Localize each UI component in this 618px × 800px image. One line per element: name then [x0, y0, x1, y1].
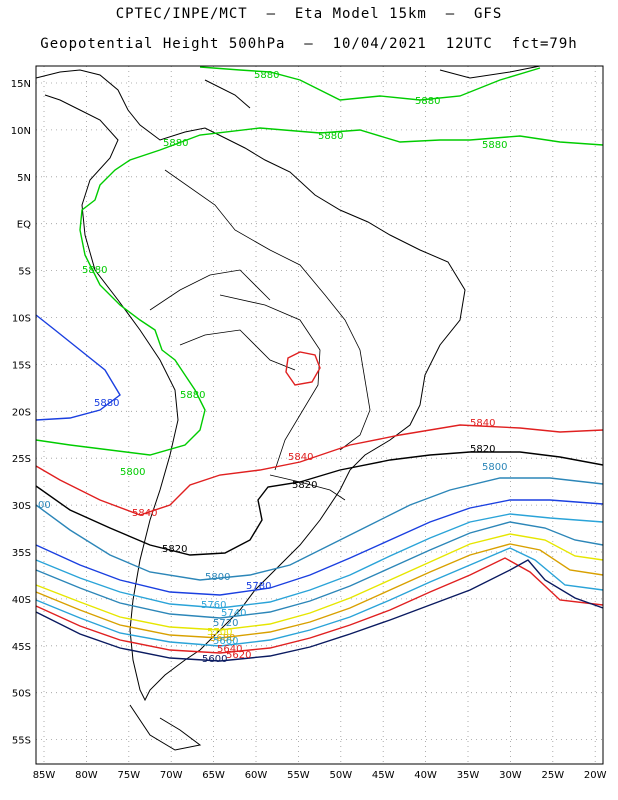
lat-tick-label: 55S	[12, 736, 31, 747]
label-stack-9: 5620	[226, 650, 251, 661]
label-stack-3: 5740	[221, 608, 246, 619]
lat-tick-label: 25S	[12, 454, 31, 465]
label-blue-west: 5880	[94, 398, 119, 409]
lon-tick-label: 65W	[202, 770, 225, 781]
contour-5700	[35, 543, 604, 639]
contour-5840-closed	[285, 351, 321, 386]
label-stack-6: 5680	[210, 633, 235, 644]
label-stack-5: 5700	[207, 627, 232, 638]
label-green-7: 5880	[180, 390, 205, 401]
lat-tick-label: 5N	[17, 173, 31, 184]
lat-tick-label: 15S	[12, 360, 31, 371]
lat-tick-label: 20S	[12, 407, 31, 418]
label-stack-10: 5600	[202, 654, 227, 665]
lon-tick-label: 35W	[457, 770, 480, 781]
map-title: CPTEC/INPE/MCT – Eta Model 15km – GFS	[115, 6, 503, 22]
label-green-2: 5880	[415, 96, 440, 107]
lat-tick-label: 50S	[12, 689, 31, 700]
lat-tick-label: 5S	[18, 267, 31, 278]
label-black-3: 5820	[162, 544, 187, 555]
label-stack-2: 5760	[201, 600, 226, 611]
latitude-labels: 15N 10N 5N EQ 5S 10S 15S 20S 25S 30S 35S 40S 45S 50S 5…	[11, 79, 31, 747]
contour-5840	[35, 424, 604, 516]
contour-5880-andes	[35, 149, 206, 456]
lon-tick-label: 25W	[541, 770, 564, 781]
label-red-3: 5840	[132, 508, 157, 519]
lat-tick-label: 10S	[12, 314, 31, 325]
lon-tick-label: 85W	[33, 770, 56, 781]
map-subtitle: Geopotential Height 500hPa – 10/04/2021 …	[40, 36, 578, 52]
coastline	[35, 65, 541, 751]
lon-tick-label: 30W	[499, 770, 522, 781]
label-left-edge: 00	[38, 500, 51, 511]
label-stack-1: 5780	[246, 581, 271, 592]
label-teal-3: 5800	[205, 572, 230, 583]
lat-tick-label: EQ	[17, 220, 31, 231]
contour-5720	[35, 533, 604, 631]
lat-tick-label: 15N	[11, 79, 31, 90]
country-borders	[149, 169, 371, 501]
lon-tick-label: 55W	[287, 770, 310, 781]
contour-5660	[35, 557, 604, 654]
lon-tick-label: 20W	[584, 770, 607, 781]
lon-tick-label: 45W	[372, 770, 395, 781]
label-green-4: 5880	[482, 140, 507, 151]
lon-tick-label: 60W	[245, 770, 268, 781]
contour-5680	[35, 547, 604, 647]
label-teal-2: 5800	[120, 467, 145, 478]
label-teal-1: 5800	[482, 462, 507, 473]
longitude-labels: 85W 80W 75W 70W 65W 60W 55W 50W 45W 40W 35W 30W 25W 2…	[33, 770, 607, 781]
contour-labels: 5880 5880 5880 5880 5880 5880 5880 5880 …	[38, 70, 507, 665]
label-stack-7: 5660	[213, 636, 238, 647]
label-green-1: 5880	[254, 70, 279, 81]
lat-tick-label: 40S	[12, 595, 31, 606]
label-red-1: 5840	[470, 418, 495, 429]
contour-5780	[35, 499, 604, 596]
lat-tick-label: 45S	[12, 642, 31, 653]
contour-5880-north-a	[199, 66, 541, 101]
contour-5880-north-b	[159, 127, 604, 151]
label-green-6: 5880	[82, 265, 107, 276]
lat-tick-label: 35S	[12, 548, 31, 559]
height-contours	[35, 66, 604, 662]
contour-5800	[35, 477, 604, 581]
contour-5740	[35, 521, 604, 619]
label-stack-8: 5640	[217, 644, 242, 655]
label-green-3: 5880	[318, 131, 343, 142]
contour-5820	[35, 451, 604, 556]
label-black-1: 5820	[470, 444, 495, 455]
lat-tick-label: 10N	[11, 126, 31, 137]
contour-5860-west	[35, 314, 121, 421]
lon-tick-label: 80W	[75, 770, 98, 781]
contour-5640	[35, 559, 604, 662]
lon-tick-label: 40W	[414, 770, 437, 781]
label-red-2: 5840	[288, 452, 313, 463]
lon-tick-label: 50W	[329, 770, 352, 781]
lat-tick-label: 30S	[12, 501, 31, 512]
contour-5760	[35, 513, 604, 609]
lon-tick-label: 70W	[160, 770, 183, 781]
label-black-2: 5820	[292, 480, 317, 491]
lon-tick-label: 75W	[117, 770, 140, 781]
label-stack-4: 5720	[213, 618, 238, 629]
map-frame	[35, 65, 604, 765]
label-green-5: 5880	[163, 138, 188, 149]
grid-lines	[36, 66, 603, 764]
